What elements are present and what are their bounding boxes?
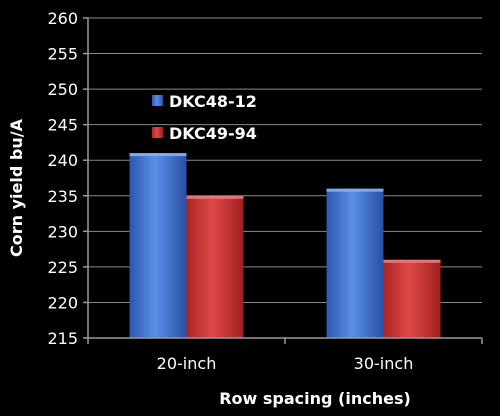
legend-item: DKC49-94: [152, 124, 257, 143]
y-tick-label: 225: [47, 258, 78, 277]
bar-cap: [186, 195, 244, 199]
bar: [383, 259, 441, 338]
bars: [129, 153, 441, 338]
x-axis-title: Row spacing (inches): [219, 389, 411, 408]
legend-swatch: [152, 95, 163, 106]
legend-label: DKC49-94: [169, 124, 257, 143]
bar: [326, 188, 384, 338]
bar-cap: [383, 259, 441, 263]
bar: [186, 195, 244, 338]
legend-swatch: [152, 127, 163, 138]
y-tick-label: 255: [47, 45, 78, 64]
y-tick-label: 245: [47, 116, 78, 135]
bar-DKC48-12-20-inch: [129, 153, 187, 338]
bar-DKC49-94-30-inch: [383, 259, 441, 338]
y-tick-label: 220: [47, 293, 78, 312]
bar: [129, 153, 187, 338]
y-tick-label: 230: [47, 222, 78, 241]
axes: [83, 17, 483, 344]
bar-DKC48-12-30-inch: [326, 188, 384, 338]
y-tick-label: 235: [47, 187, 78, 206]
legend-label: DKC48-12: [169, 92, 257, 111]
x-tick-label: 20-inch: [157, 354, 217, 373]
x-tick-label: 30-inch: [354, 354, 414, 373]
y-axis-title: Corn yield bu/A: [7, 118, 26, 257]
bar-DKC49-94-20-inch: [186, 195, 244, 338]
x-tick-labels: 20-inch 30-inch: [157, 354, 414, 373]
y-tick-labels: 215 220 225 230 235 240 245 250 255 260: [47, 9, 78, 348]
legend-item: DKC48-12: [152, 92, 257, 111]
legend: DKC48-12 DKC49-94: [152, 92, 257, 143]
bar-cap: [326, 188, 384, 192]
y-tick-label: 240: [47, 151, 78, 170]
y-tick-label: 215: [47, 329, 78, 348]
bar-cap: [129, 153, 187, 157]
y-tick-label: 260: [47, 9, 78, 28]
y-tick-label: 250: [47, 80, 78, 99]
